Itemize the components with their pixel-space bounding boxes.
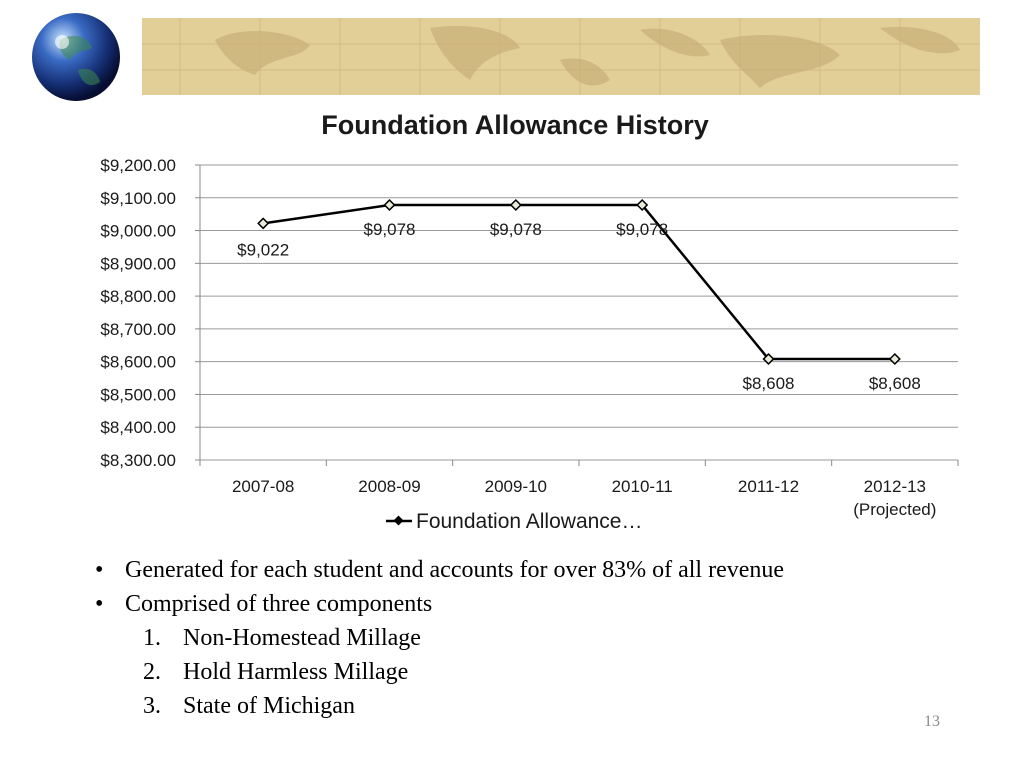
y-tick-label: $8,600.00 <box>100 353 176 372</box>
data-label: $9,078 <box>364 220 416 239</box>
bullet-glyph: • <box>95 557 104 583</box>
chart-legend: Foundation Allowance… <box>386 510 642 533</box>
globe-highlight <box>55 35 69 49</box>
x-tick-label: 2008-09 <box>358 477 420 496</box>
data-label: $8,608 <box>743 374 795 393</box>
legend-label: Foundation Allowance… <box>416 510 642 533</box>
y-axis-ticks: $9,200.00 $9,100.00 $9,000.00 $8,900.00 $8,8… <box>100 156 176 470</box>
data-point <box>383 198 396 211</box>
y-tick-label: $9,000.00 <box>100 222 176 241</box>
sub-list-item: 3. State of Michigan <box>95 689 975 723</box>
bullet-list: • Generated for each student and account… <box>95 553 975 723</box>
data-point <box>257 217 270 230</box>
sub-item-number: 3. <box>143 693 161 719</box>
data-label: $9,078 <box>616 220 668 239</box>
bullet-text: Comprised of three components <box>125 591 433 617</box>
sub-item-number: 2. <box>143 659 161 685</box>
data-point <box>636 198 649 211</box>
sub-item-text: Hold Harmless Millage <box>183 659 409 685</box>
header-banner <box>32 13 980 101</box>
bullet-item: • Generated for each student and account… <box>95 553 975 587</box>
legend-marker <box>393 515 404 526</box>
sub-item-text: Non-Homestead Millage <box>183 625 421 651</box>
banner-white-cutout <box>120 18 142 95</box>
data-point <box>888 353 901 366</box>
chart-title: Foundation Allowance History <box>321 110 709 140</box>
y-tick-label: $8,900.00 <box>100 254 176 273</box>
series-line <box>262 203 895 361</box>
data-label: $9,078 <box>490 220 542 239</box>
bullet-text: Generated for each student and accounts … <box>125 557 785 583</box>
data-point <box>762 353 775 366</box>
data-label: $8,608 <box>869 374 921 393</box>
foundation-allowance-chart: Foundation Allowance History $9,200.00$9… <box>100 110 959 533</box>
sub-list-item: 2. Hold Harmless Millage <box>95 655 975 689</box>
page-number: 13 <box>924 713 940 730</box>
x-tick-sublabel: (Projected) <box>853 500 936 519</box>
data-label: $9,022 <box>237 240 289 259</box>
y-tick-label: $8,300.00 <box>100 451 176 470</box>
x-tick-label: 2011-12 <box>738 477 799 496</box>
sub-item-text: State of Michigan <box>183 693 355 719</box>
x-tick-label: 2007-08 <box>232 477 294 496</box>
x-tick-label: 2010-11 <box>612 477 673 496</box>
data-point <box>509 198 522 211</box>
y-tick-label: $8,400.00 <box>100 418 176 437</box>
bullet-item: • Comprised of three components <box>95 587 975 621</box>
x-tick-label: 2009-10 <box>485 477 547 496</box>
y-tick-label: $8,500.00 <box>100 385 176 404</box>
bullet-glyph: • <box>95 591 104 617</box>
x-axis-ticks: 2007-08 2008-09 2009-10 2010-11 2011-12 2012-… <box>199 460 959 519</box>
y-tick-label: $8,700.00 <box>100 320 176 339</box>
y-tick-label: $8,800.00 <box>100 287 176 306</box>
globe-icon <box>32 13 120 101</box>
banner-continents <box>215 26 960 88</box>
data-labels: $9,022 $9,078 $9,078 $9,078 $8,608 $8,608 <box>237 220 921 393</box>
series-foundation-allowance <box>257 198 901 366</box>
x-tick-label: 2012-13 <box>864 477 926 496</box>
sub-item-number: 1. <box>143 625 161 651</box>
grid-lines <box>195 164 958 461</box>
sub-list-item: 1. Non-Homestead Millage <box>95 621 975 655</box>
y-tick-label: $9,100.00 <box>100 189 176 208</box>
y-tick-label: $9,200.00 <box>100 156 176 175</box>
